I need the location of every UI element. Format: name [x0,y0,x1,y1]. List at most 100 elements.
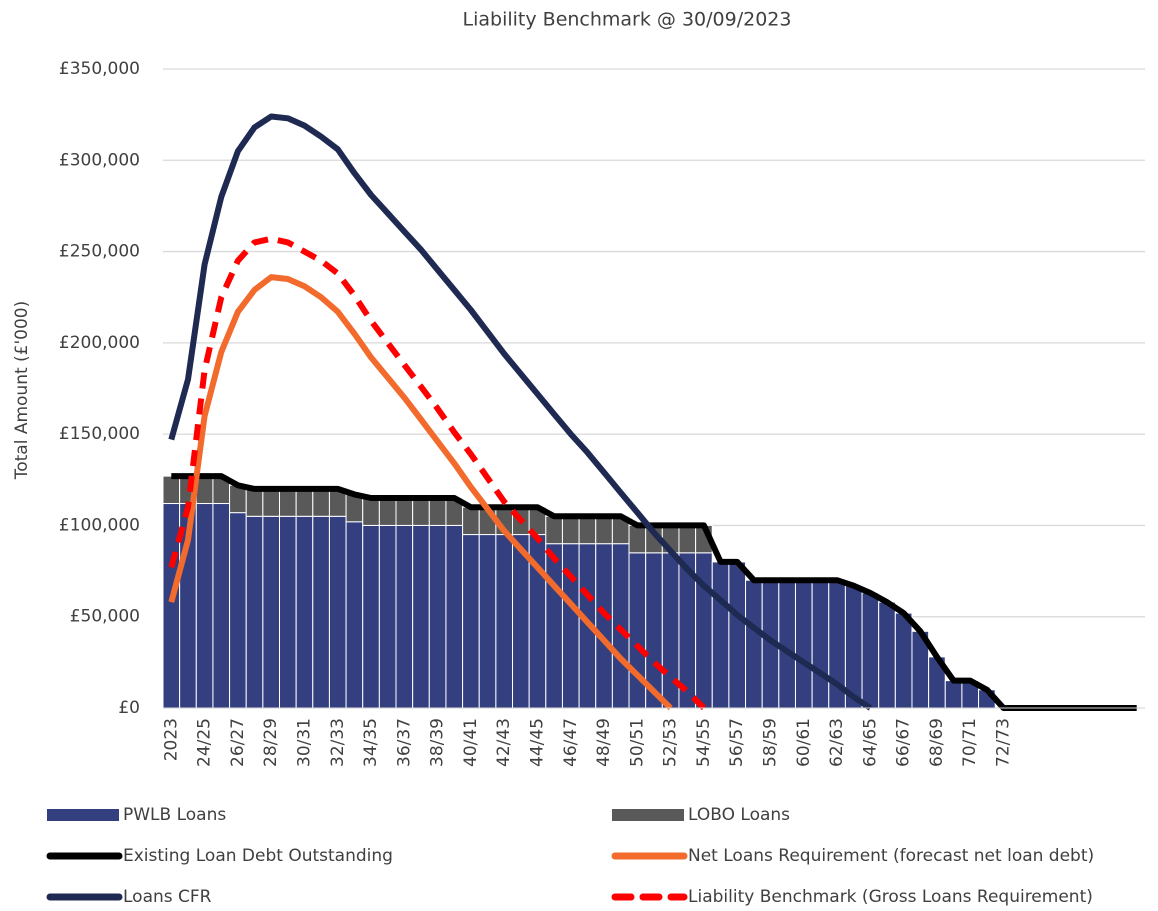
bar [578,515,597,545]
x-tick-label: 64/65 [860,718,880,767]
bar [195,503,214,709]
bar [395,497,414,526]
x-tick-label: 28/29 [261,718,281,767]
bar [279,515,297,709]
bar [811,579,830,709]
y-tick-label: £250,000 [59,242,140,262]
bar [378,497,397,526]
bar [262,488,281,517]
line-series [171,473,1137,711]
bar [345,521,364,709]
bar [745,579,763,709]
line-series [168,113,873,711]
x-tick-label: 32/33 [328,718,348,767]
legend-label: LOBO Loans [688,805,790,825]
legend-swatch [612,809,684,821]
y-tick-label: £150,000 [59,424,140,444]
bar [545,543,563,709]
bar [462,506,480,536]
y-tick-label: £0 [118,698,140,718]
bar [412,497,430,526]
bar [229,512,247,709]
legend-label: PWLB Loans [123,805,226,825]
y-tick-label: £350,000 [59,59,140,79]
bar [162,475,181,505]
bar [728,561,747,709]
x-tick-label: 42/43 [494,718,514,767]
x-tick-label: 48/49 [594,718,614,767]
x-tick-label: 72/73 [994,718,1014,767]
legend-label: Net Loans Requirement (forecast net loan… [688,846,1094,866]
bar [894,612,913,709]
y-axis-label: Total Amount (£'000) [12,301,32,481]
x-tick-label: 66/67 [894,718,914,767]
legend-label: Loans CFR [123,887,212,907]
bar [295,488,314,517]
bar [595,515,613,545]
bar [262,515,281,709]
bar [295,515,314,709]
bar [445,524,464,709]
bar [312,515,330,709]
x-tick-label: 44/45 [527,718,547,767]
x-tick-label: 24/25 [195,718,215,767]
bar [245,515,264,709]
x-tick-label: 26/27 [228,718,248,767]
bar [378,524,397,709]
chart-title: Liability Benchmark @ 30/09/2023 [463,9,792,31]
bar [412,524,430,709]
bar [428,497,447,526]
bar [878,601,896,709]
bar [428,524,447,709]
bar [561,515,580,545]
bar [395,524,414,709]
bar [245,488,264,517]
x-tick-label: 56/57 [727,718,747,767]
bar [328,515,347,709]
bar [678,524,697,554]
x-tick-label: 52/53 [661,718,681,767]
x-tick-label: 2023 [161,718,181,761]
bar [628,524,647,554]
bar [212,503,231,709]
bar [495,534,514,709]
bar [162,503,181,709]
bar [362,524,380,709]
x-tick-label: 68/69 [927,718,947,767]
y-tick-label: £300,000 [59,150,140,170]
x-tick-label: 58/59 [761,718,781,767]
bar [478,534,497,709]
bar [312,488,330,517]
line-series [168,274,673,711]
x-tick-label: 34/35 [361,718,381,767]
x-tick-label: 40/41 [461,718,481,767]
bar [794,579,813,709]
bar [279,488,297,517]
bar [512,534,530,709]
bar [944,680,963,709]
y-tick-label: £100,000 [59,515,140,535]
x-tick-label: 60/61 [794,718,814,767]
x-tick-label: 54/55 [694,718,714,767]
x-tick-label: 38/39 [428,718,448,767]
x-tick-label: 70/71 [960,718,980,767]
bar [462,534,480,709]
y-tick-label: £50,000 [70,607,140,627]
bar [861,592,880,709]
bar [595,543,613,709]
line-series [168,235,707,711]
bar [561,543,580,709]
y-tick-label: £200,000 [59,333,140,353]
legend-swatch [47,809,119,821]
legend-label: Existing Loan Debt Outstanding [123,846,393,866]
x-tick-label: 50/51 [627,718,647,767]
bar [711,561,730,709]
x-tick-label: 36/37 [394,718,414,767]
x-tick-label: 62/63 [827,718,847,767]
bar [362,497,380,526]
legend-label: Liability Benchmark (Gross Loans Require… [688,887,1093,907]
bar [545,515,563,545]
x-tick-label: 46/47 [561,718,581,767]
